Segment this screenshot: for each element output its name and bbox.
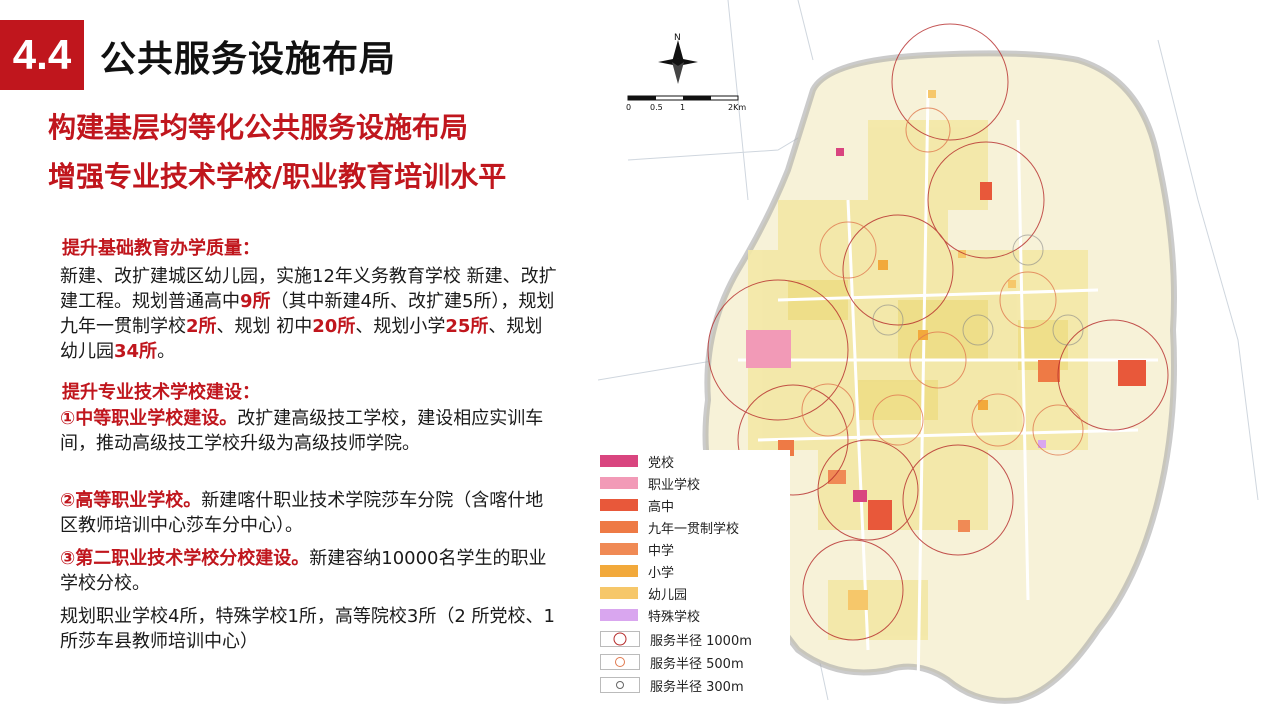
north-arrow-icon xyxy=(658,40,698,84)
legend-item-nine-year: 九年一贯制学校 xyxy=(600,518,739,537)
section1-paragraph: 新建、改扩建城区幼儿园，实施12年义务教育学校 新建、改扩建工程。规划普通高中9… xyxy=(60,266,557,362)
legend-item-middle-school: 中学 xyxy=(600,540,674,559)
scale-label-3: 2Km xyxy=(728,103,746,112)
legend-item-primary: 小学 xyxy=(600,562,674,581)
legend-radius-300: 服务半径 300m xyxy=(600,676,744,695)
scale-label-2: 1 xyxy=(680,103,685,112)
section-number-badge: 4.4 xyxy=(0,20,84,90)
summary-paragraph: 规划职业学校4所，特殊学校1所，高等院校3所（2 所党校、1所莎车县教师培训中心… xyxy=(60,606,555,652)
legend-item-kindergarten: 幼儿园 xyxy=(600,584,687,603)
section1-heading: 提升基础教育办学质量： xyxy=(62,238,260,259)
scale-label-0: 0 xyxy=(626,103,631,112)
legend-item-high-school: 高中 xyxy=(600,496,674,515)
school-layout-map: N 0 0.5 1 2Km xyxy=(598,0,1280,720)
legend-radius-500: 服务半径 500m xyxy=(600,653,744,672)
map-legend: 党校 职业学校 高中 九年一贯制学校 中学 小学 幼儿园 特殊学校 服务半径 1… xyxy=(600,450,790,700)
subtitle-1: 构建基层均等化公共服务设施布局 xyxy=(48,111,469,144)
legend-item-special: 特殊学校 xyxy=(600,606,700,625)
scale-bar xyxy=(627,95,739,101)
item1-paragraph: ①中等职业学校建设。改扩建高级技工学校，建设相应实训车间，推动高级技工学校升级为… xyxy=(60,408,544,454)
legend-item-vocational: 职业学校 xyxy=(600,474,700,493)
section2-heading: 提升专业技术学校建设： xyxy=(62,382,260,403)
legend-item-party-school: 党校 xyxy=(600,452,674,471)
scale-label-1: 0.5 xyxy=(650,103,663,112)
legend-radius-1000: 服务半径 1000m xyxy=(600,630,752,649)
north-label: N xyxy=(674,33,681,43)
page-title: 公共服务设施布局 xyxy=(100,39,397,80)
item2-paragraph: ②高等职业学校。新建喀什职业技术学院莎车分院（含喀什地区教师培训中心莎车分中心）… xyxy=(60,490,544,536)
item3-paragraph: ③第二职业技术学校分校建设。新建容纳10000名学生的职业学校分校。 xyxy=(60,548,547,594)
subtitle-2: 增强专业技术学校/职业教育培训水平 xyxy=(48,160,507,193)
